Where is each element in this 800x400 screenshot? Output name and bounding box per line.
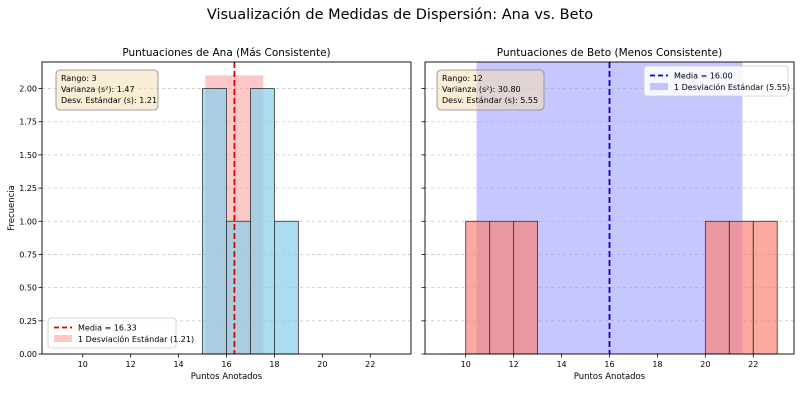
legend-band-swatch xyxy=(54,335,72,342)
legend-band-label: 1 Desviación Estándar (5.55) xyxy=(674,82,790,92)
histogram-bar xyxy=(465,220,491,355)
legend-mean-label: Media = 16.00 xyxy=(674,72,733,81)
y-tick-label: 2.00 xyxy=(19,85,37,94)
x-axis-label: Puntos Anotados xyxy=(191,372,263,382)
y-tick-label: 0.00 xyxy=(19,350,37,359)
x-axis-label: Puntos Anotados xyxy=(574,372,646,382)
legend-band-swatch xyxy=(650,83,668,90)
chart-beto: Puntuaciones de Beto (Menos Consistente)… xyxy=(421,47,795,382)
chart-ana: Puntuaciones de Ana (Más Consistente) 10 1… xyxy=(7,47,412,382)
stats-line: Rango: 3 xyxy=(61,74,97,83)
x-tick-label: 22 xyxy=(748,360,758,369)
x-tick-label: 12 xyxy=(509,360,519,369)
histogram-bar xyxy=(226,220,251,355)
x-tick-label: 10 xyxy=(78,360,88,369)
y-axis-label: Frecuencia xyxy=(7,185,17,231)
histogram-bar xyxy=(489,220,515,355)
stats-line: Desv. Estándar (s): 1.21 xyxy=(61,96,157,105)
x-tick-label: 10 xyxy=(461,360,471,369)
x-tick-label: 20 xyxy=(317,360,327,369)
y-tick-label: 0.50 xyxy=(19,284,37,293)
stats-box xyxy=(436,69,545,111)
histogram-bar xyxy=(274,220,299,355)
legend-box xyxy=(47,317,177,349)
x-tick-label: 14 xyxy=(173,360,183,369)
stats-line: Rango: 12 xyxy=(442,74,483,83)
stats-line: Varianza (s²): 30.80 xyxy=(442,85,521,94)
y-tick-label: 0.25 xyxy=(19,317,37,326)
x-tick-label: 14 xyxy=(556,360,566,369)
legend-box xyxy=(643,65,789,97)
chart-title: Puntuaciones de Beto (Menos Consistente) xyxy=(497,47,722,59)
stats-line: Varianza (s²): 1.47 xyxy=(61,85,135,94)
histogram-bar xyxy=(202,88,227,355)
chart-title: Puntuaciones de Ana (Más Consistente) xyxy=(122,47,330,59)
figure-title: Visualización de Medidas de Dispersión: … xyxy=(207,7,593,23)
x-tick-label: 12 xyxy=(126,360,136,369)
x-tick-label: 16 xyxy=(604,360,614,369)
histogram-bar xyxy=(728,220,754,355)
x-tick-label: 16 xyxy=(221,360,231,369)
x-tick-label: 18 xyxy=(652,360,662,369)
y-tick-label: 1.25 xyxy=(19,184,37,193)
y-tick-label: 1.75 xyxy=(19,118,37,127)
y-tick-label: 1.50 xyxy=(19,151,37,160)
legend-band-label: 1 Desviación Estándar (1.21) xyxy=(78,334,194,344)
x-tick-label: 20 xyxy=(700,360,710,369)
histogram-bar xyxy=(704,220,730,355)
histogram-bar xyxy=(513,220,539,355)
histogram-bar xyxy=(752,220,778,355)
x-tick-label: 22 xyxy=(365,360,375,369)
stats-line: Desv. Estándar (s): 5.55 xyxy=(442,96,538,105)
stats-box xyxy=(55,69,159,111)
x-tick-label: 18 xyxy=(269,360,279,369)
legend-mean-label: Media = 16.33 xyxy=(78,324,137,333)
y-tick-label: 1.00 xyxy=(19,217,37,226)
y-tick-label: 0.75 xyxy=(19,250,37,259)
histogram-bar xyxy=(250,88,275,355)
